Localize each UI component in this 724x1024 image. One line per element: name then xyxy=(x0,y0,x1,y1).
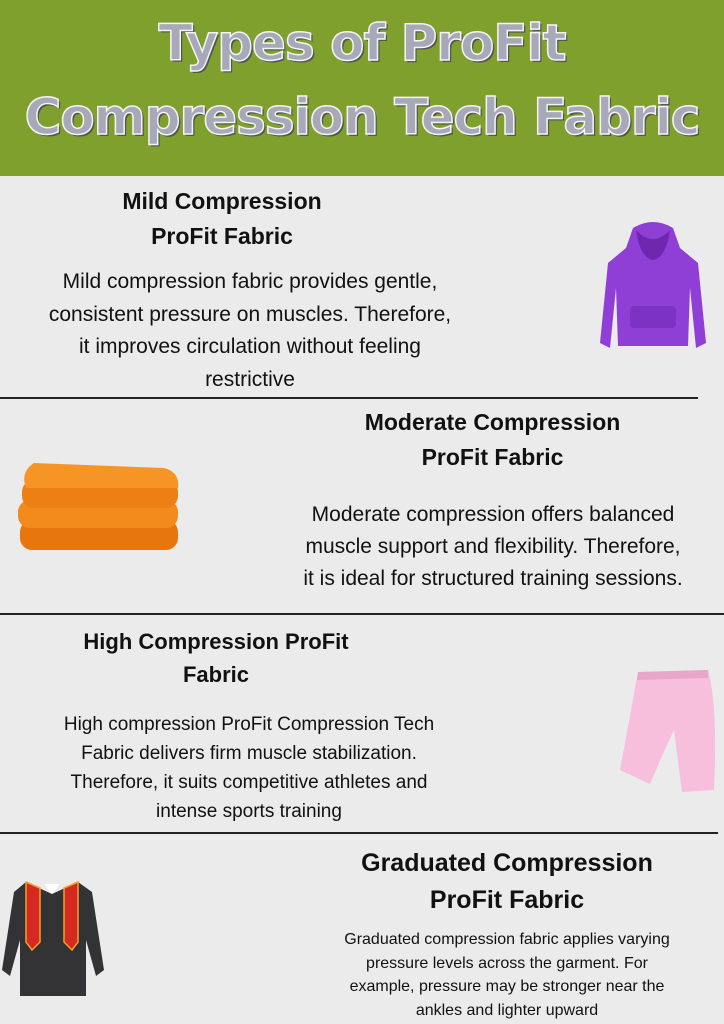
section-title: Moderate Compression ProFit Fabric xyxy=(261,405,724,475)
body-line: it is ideal for structured training sess… xyxy=(303,567,683,590)
section-mild: Mild Compression ProFit Fabric Mild comp… xyxy=(0,184,500,396)
body-line: restrictive xyxy=(205,367,295,391)
body-line: intense sports training xyxy=(156,801,342,822)
pink-shorts-image xyxy=(620,670,716,792)
section-high: High Compression ProFit Fabric High comp… xyxy=(0,625,498,826)
section-title: Graduated Compression ProFit Fabric xyxy=(300,845,714,919)
body-line: Fabric delivers firm muscle stabilizatio… xyxy=(81,743,417,764)
title-line: Mild Compression xyxy=(122,188,322,214)
body-line: Therefore, it suits competitive athletes… xyxy=(70,772,428,793)
body-line: muscle support and flexibility. Therefor… xyxy=(305,535,681,558)
body-line: ankles and lighter upward xyxy=(415,1001,599,1019)
section-body: High compression ProFit Compression Tech… xyxy=(0,710,498,826)
section-title: Mild Compression ProFit Fabric xyxy=(0,184,500,254)
title-line: ProFit Fabric xyxy=(429,886,585,914)
section-divider xyxy=(0,397,698,399)
purple-hoodie-image xyxy=(600,222,706,348)
body-line: pressure levels across the garment. For xyxy=(366,954,648,972)
page-title-line1: Types of ProFit xyxy=(158,13,568,73)
body-line: Graduated compression fabric applies var… xyxy=(344,931,670,948)
section-body: Moderate compression offers balanced mus… xyxy=(262,499,724,595)
body-line: it improves circulation without feeling xyxy=(79,335,421,358)
page-title-line2: Compression Tech Fabric xyxy=(24,87,701,147)
title-line: Moderate Compression xyxy=(364,409,621,435)
body-line: Mild compression fabric provides gentle, xyxy=(62,270,438,293)
title-line: Fabric xyxy=(182,662,250,687)
title-line: Graduated Compression xyxy=(361,849,653,877)
section-moderate: Moderate Compression ProFit Fabric Moder… xyxy=(262,405,724,595)
section-graduated: Graduated Compression ProFit Fabric Grad… xyxy=(300,845,714,1022)
title-line: ProFit Fabric xyxy=(421,444,564,470)
section-divider xyxy=(0,832,718,834)
body-line: Moderate compression offers balanced xyxy=(311,503,675,526)
header-banner: Types of ProFit Compression Tech Fabric xyxy=(0,0,724,176)
title-line: High Compression ProFit xyxy=(83,629,349,654)
body-line: consistent pressure on muscles. Therefor… xyxy=(48,302,452,326)
section-divider xyxy=(0,613,724,615)
title-line: ProFit Fabric xyxy=(151,223,293,249)
body-line: High compression ProFit Compression Tech xyxy=(63,714,435,735)
section-body: Mild compression fabric provides gentle,… xyxy=(0,266,500,396)
folded-orange-fabric-image xyxy=(18,463,179,550)
section-body: Graduated compression fabric applies var… xyxy=(300,928,714,1022)
section-title: High Compression ProFit Fabric xyxy=(0,625,498,691)
graduation-gown-image xyxy=(2,880,104,996)
body-line: example, pressure may be stronger near t… xyxy=(349,978,665,995)
